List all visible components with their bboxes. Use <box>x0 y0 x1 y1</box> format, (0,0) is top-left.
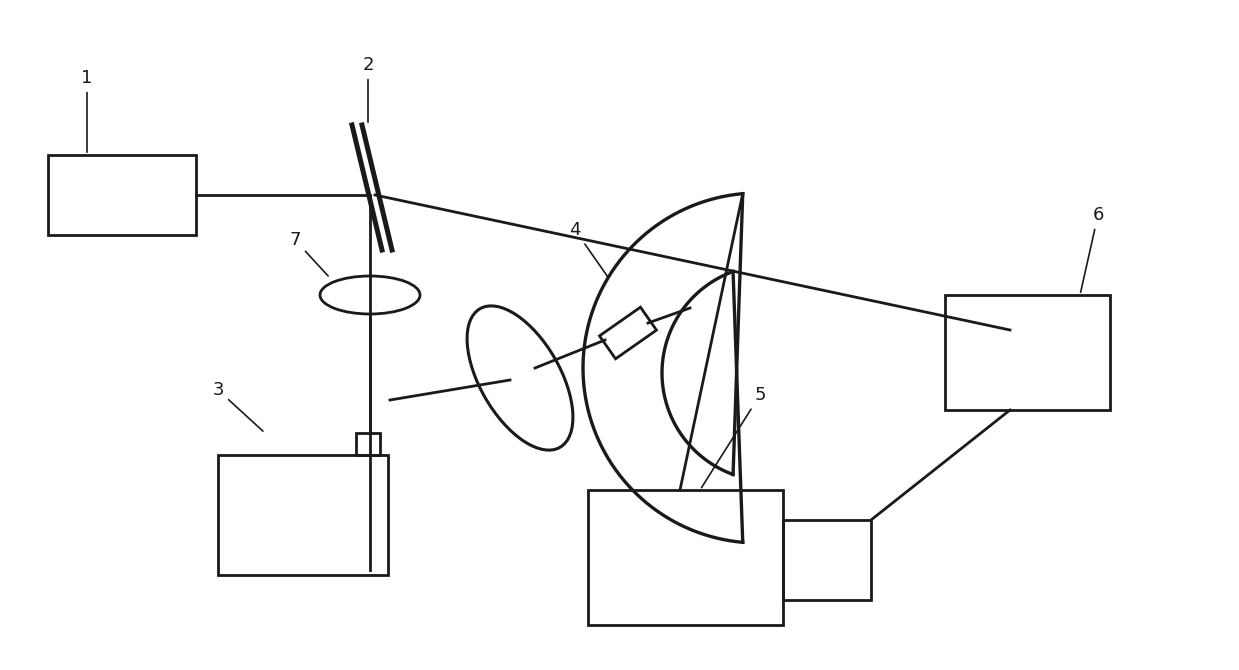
Text: 7: 7 <box>289 231 328 276</box>
Bar <box>48 155 196 235</box>
Bar <box>600 307 657 359</box>
Bar <box>589 490 783 625</box>
Text: 3: 3 <box>212 381 263 431</box>
Bar <box>218 455 388 575</box>
Bar <box>945 295 1110 410</box>
Text: 4: 4 <box>569 221 608 278</box>
Text: 5: 5 <box>701 386 766 488</box>
Text: 1: 1 <box>82 69 93 152</box>
Bar <box>783 520 871 600</box>
Text: 6: 6 <box>1080 206 1104 292</box>
Bar <box>356 433 380 455</box>
Text: 2: 2 <box>362 56 374 122</box>
